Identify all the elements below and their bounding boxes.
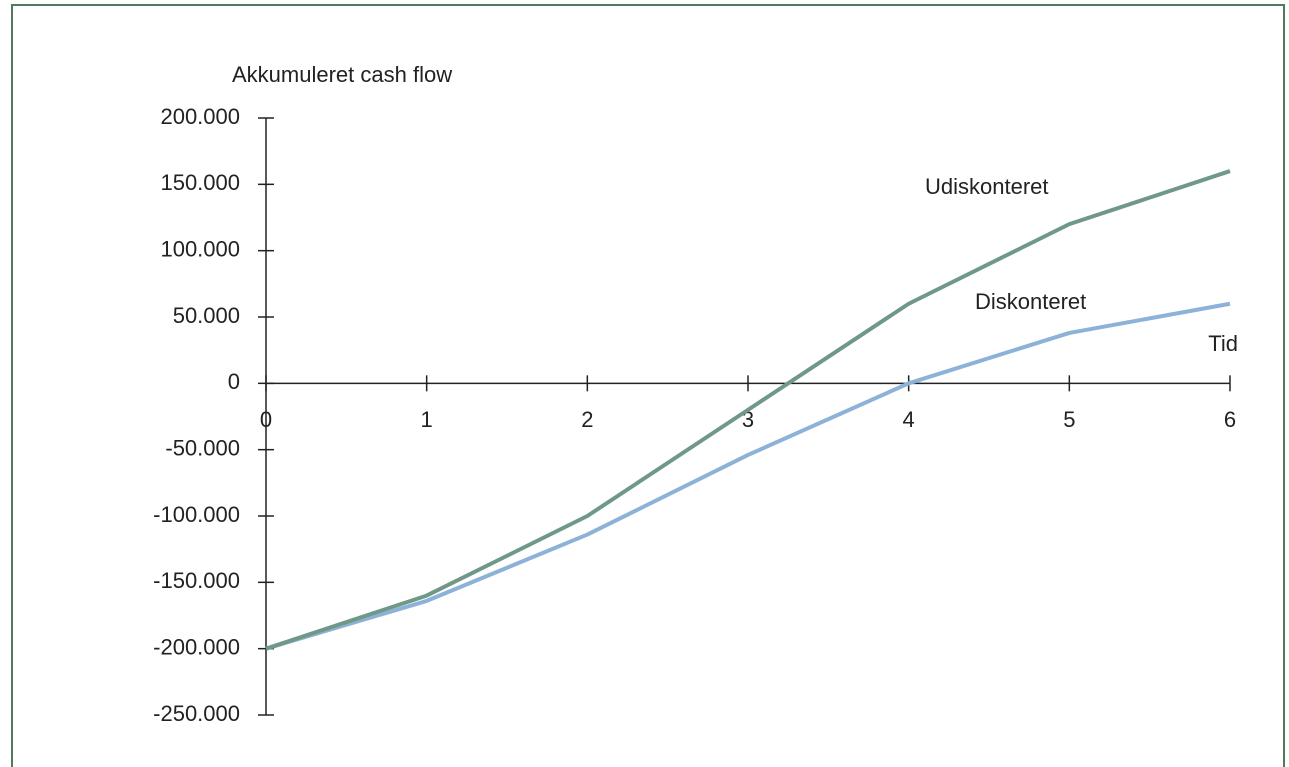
- x-tick-label: 4: [903, 407, 915, 432]
- y-tick-label: -50.000: [165, 435, 240, 460]
- x-tick-label: 6: [1224, 407, 1236, 432]
- x-tick-label: 5: [1063, 407, 1075, 432]
- series-label: Diskonteret: [975, 289, 1086, 314]
- x-tick-label: 1: [421, 407, 433, 432]
- y-tick-label: 200.000: [160, 104, 240, 129]
- y-tick-label: 0: [228, 369, 240, 394]
- frame: [11, 4, 1285, 767]
- x-tick-label: 0: [260, 407, 272, 432]
- y-tick-label: -200.000: [153, 634, 240, 659]
- y-axis-label: Akkumuleret cash flow: [232, 62, 452, 87]
- y-tick-label: -150.000: [153, 568, 240, 593]
- y-tick-label: 50.000: [173, 303, 240, 328]
- series-line: [265, 301, 1231, 651]
- y-tick-label: -250.000: [153, 701, 240, 726]
- x-axis-label: Tid: [1208, 331, 1238, 356]
- y-tick-label: -100.000: [153, 502, 240, 527]
- y-tick-label: 100.000: [160, 236, 240, 261]
- series-label: Udiskonteret: [925, 174, 1049, 199]
- series-line: [265, 169, 1231, 651]
- y-tick-label: 150.000: [160, 170, 240, 195]
- x-tick-label: 2: [581, 407, 593, 432]
